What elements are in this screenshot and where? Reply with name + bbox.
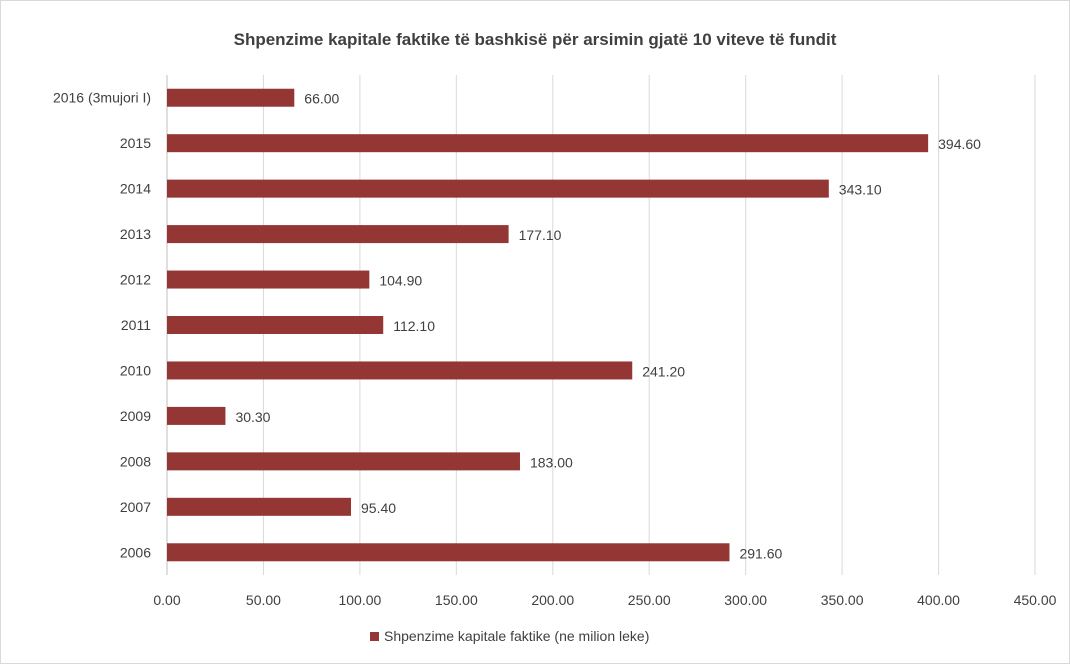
bar xyxy=(167,270,370,289)
x-tick-label: 200.00 xyxy=(531,592,574,608)
x-tick-label: 350.00 xyxy=(821,592,864,608)
chart-title: Shpenzime kapitale faktike të bashkisë p… xyxy=(234,30,837,49)
data-label: 343.10 xyxy=(839,182,882,198)
bar xyxy=(167,497,352,516)
category-label: 2015 xyxy=(120,135,151,151)
x-tick-label: 300.00 xyxy=(724,592,767,608)
data-label: 104.90 xyxy=(379,273,422,289)
data-label: 30.30 xyxy=(235,409,270,425)
bar xyxy=(167,179,829,198)
data-label: 183.00 xyxy=(530,454,573,470)
bar xyxy=(167,225,509,244)
category-label: 2009 xyxy=(120,408,151,424)
x-tick-label: 0.00 xyxy=(153,592,180,608)
category-label: 2013 xyxy=(120,226,151,242)
bar xyxy=(167,316,384,334)
data-label: 66.00 xyxy=(304,91,339,107)
bar xyxy=(167,88,295,107)
bar xyxy=(167,134,929,153)
bar xyxy=(167,361,633,380)
x-tick-label: 400.00 xyxy=(917,592,960,608)
legend: Shpenzime kapitale faktike (ne milion le… xyxy=(370,628,649,644)
data-label: 241.20 xyxy=(642,363,685,379)
bar xyxy=(167,452,520,471)
category-label: 2016 (3mujori I) xyxy=(53,90,151,106)
data-label: 95.40 xyxy=(361,500,396,516)
x-tick-label: 250.00 xyxy=(628,592,671,608)
category-label: 2008 xyxy=(120,453,151,469)
legend-swatch xyxy=(370,632,379,641)
bars xyxy=(167,88,929,562)
data-label: 394.60 xyxy=(938,136,981,152)
x-tick-labels: 0.00 50.00 100.00 150.00 200.00 250.00 300.00 3… xyxy=(153,592,1056,608)
bar xyxy=(167,406,226,425)
category-label: 2006 xyxy=(120,544,151,560)
gridlines xyxy=(166,75,1036,575)
legend-label: Shpenzime kapitale faktike (ne milion le… xyxy=(384,628,649,644)
data-label: 112.10 xyxy=(393,318,435,334)
category-label: 2012 xyxy=(120,272,151,288)
bar xyxy=(167,543,730,562)
category-label: 2011 xyxy=(121,317,151,333)
data-label: 177.10 xyxy=(519,227,562,243)
x-tick-label: 450.00 xyxy=(1014,592,1057,608)
category-label: 2010 xyxy=(120,362,151,378)
x-tick-label: 150.00 xyxy=(435,592,478,608)
category-label: 2014 xyxy=(120,181,151,197)
category-label: 2007 xyxy=(120,499,151,515)
category-labels: 2016 (3mujori I) 2015 2014 2013 2012 2011 2010… xyxy=(53,90,151,561)
data-label: 291.60 xyxy=(739,545,782,561)
data-labels: 66.00 394.60 343.10 177.10 104.90 112.10 241.2… xyxy=(235,91,981,562)
x-tick-label: 50.00 xyxy=(246,592,281,608)
x-tick-label: 100.00 xyxy=(338,592,381,608)
